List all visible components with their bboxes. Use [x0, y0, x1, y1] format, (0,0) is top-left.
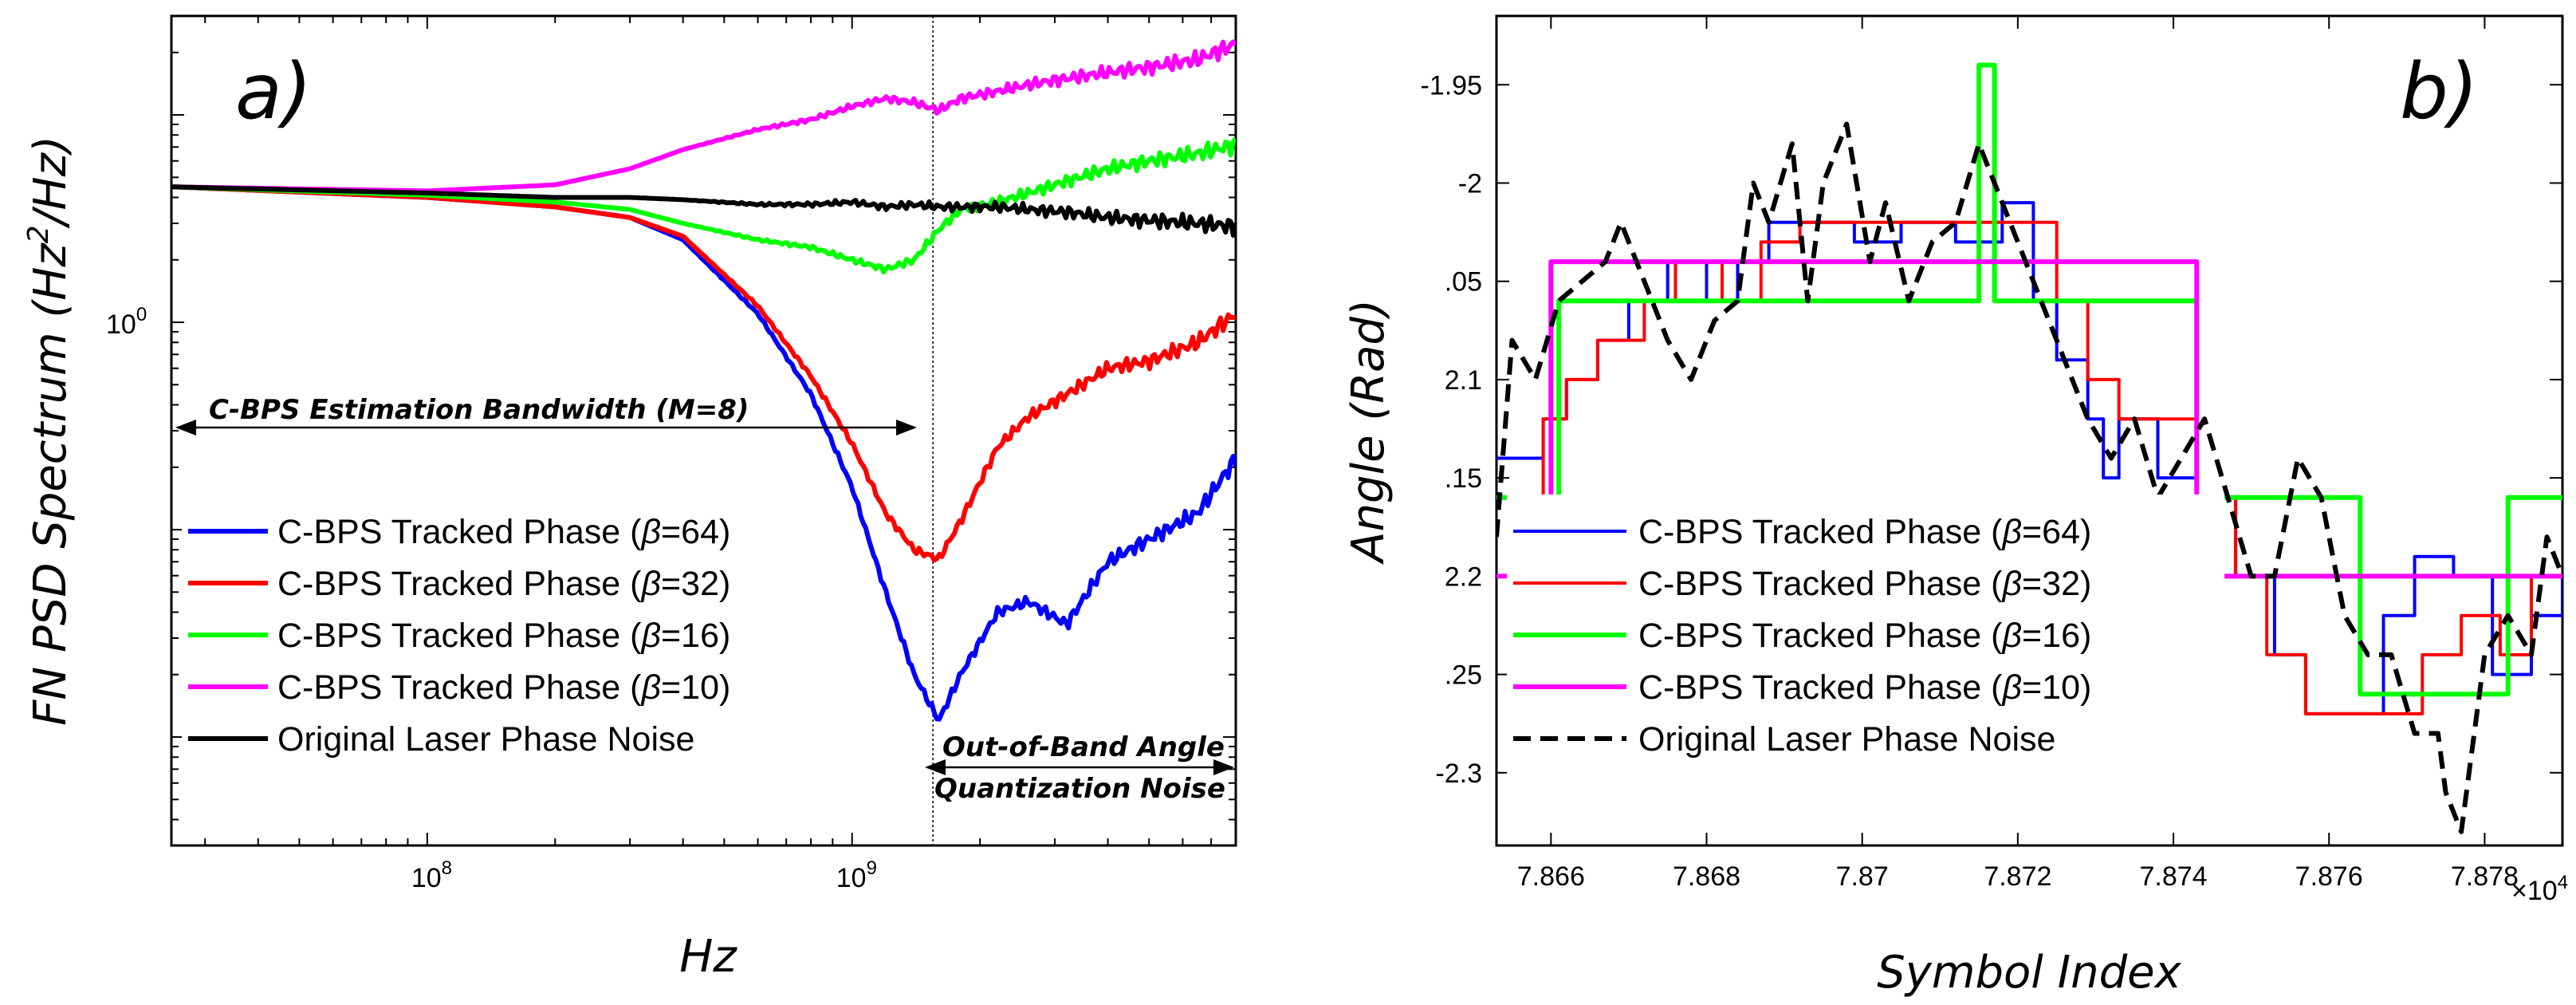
chart-b-y-tick-label: -2.3: [1435, 759, 1482, 789]
chart-b-legend-label: C-BPS Tracked Phase (β=32): [1638, 565, 2091, 603]
chart-b-x-tick-label: 7.87: [1836, 861, 1889, 892]
panel-a-label: a): [235, 47, 312, 136]
bandwidth-label: C-BPS Estimation Bandwidth (M=8): [209, 394, 749, 426]
chart-b-legend-name: C-BPS Tracked Phase (: [1638, 513, 2003, 551]
chart-b-y-tick-label: -2: [1458, 168, 1482, 199]
chart-a-legend-box: [182, 495, 820, 776]
chart-a-series: [171, 39, 1236, 722]
chart-a-legend-param: =64): [661, 513, 730, 551]
chart-b-legend-name: C-BPS Tracked Phase (: [1638, 668, 2003, 707]
chart-b-legend-label: C-BPS Tracked Phase (β=64): [1638, 513, 2091, 551]
chart-a-legend-beta: β: [639, 617, 661, 655]
chart-a-legend-label: C-BPS Tracked Phase (β=64): [277, 513, 730, 551]
chart-a-y-label-tail: /Hz): [25, 136, 77, 229]
chart-b-series-line: [1496, 121, 2562, 834]
chart-b-legend-name: Original Laser Phase Noise: [1638, 720, 2055, 759]
chart-b-legend-name: C-BPS Tracked Phase (: [1638, 617, 2003, 655]
chart-b-x-tick-label: 7.874: [2139, 861, 2207, 892]
chart-a-legend-beta: β: [639, 668, 661, 707]
oob-label-line2: Quantization Noise: [934, 773, 1225, 805]
chart-b-x-multiplier-exp: 4: [2558, 872, 2568, 893]
chart-b-y-tick-label: -1.95: [1421, 70, 1483, 100]
chart-a-y-tick-label: 100: [106, 304, 147, 340]
chart-b-legend: C-BPS Tracked Phase (β=64)C-BPS Tracked …: [1507, 495, 2224, 776]
chart-a-legend-label: C-BPS Tracked Phase (β=10): [277, 668, 730, 707]
chart-b-x-tick-label: 7.868: [1673, 861, 1740, 892]
chart-b-tick-labels: 7.866 7.868 7.87 7.872 7.874 7.876 7.878 -1.95 -…: [1421, 70, 2519, 892]
chart-a-ticks: [171, 15, 1237, 846]
chart-b-legend-param: =16): [2022, 617, 2091, 655]
oob-arrow-left-head: [925, 759, 946, 775]
chart-a-legend-name: Original Laser Phase Noise: [277, 720, 694, 759]
oob-annotation: Out-of-Band Angle Quantization Noise: [925, 731, 1234, 805]
chart-b-legend-beta: β: [2000, 513, 2022, 551]
chart-a-y-tick-exp: 0: [136, 304, 147, 325]
chart-b-x-multiplier: ×104: [2511, 872, 2568, 906]
chart-b-y-tick-label: .25: [1445, 660, 1482, 691]
chart-a-y-tick-base: 10: [106, 309, 136, 340]
chart-a-legend-label: Original Laser Phase Noise: [277, 720, 694, 759]
chart-a-legend-param: =32): [661, 565, 730, 603]
chart-a-y-label: FN PSD Spectrum (Hz2/Hz): [22, 136, 77, 726]
chart-b-x-tick-label: 7.872: [1984, 861, 2051, 892]
chart-b-x-tick-label: 7.878: [2451, 861, 2519, 892]
chart-a-legend-param: =16): [661, 617, 730, 655]
chart-a-legend-beta: β: [639, 565, 661, 603]
chart-a-legend-param: =10): [661, 668, 730, 707]
chart-a-legend-name: C-BPS Tracked Phase (: [277, 617, 642, 655]
chart-a-x-tick-exp: 9: [867, 857, 877, 879]
oob-arrow-right-head: [1213, 759, 1234, 775]
chart-a-legend: C-BPS Tracked Phase (β=64)C-BPS Tracked …: [182, 495, 820, 776]
chart-b-legend-param: =10): [2022, 668, 2091, 707]
chart-b-y-tick-label: .05: [1445, 267, 1482, 298]
chart-b-series-line: [1496, 62, 2562, 697]
chart-b-y-label: Angle (Rad): [1343, 299, 1394, 565]
panel-b-label: b): [2400, 47, 2478, 136]
chart-a-legend-beta: β: [639, 513, 661, 551]
chart-b-legend-name: C-BPS Tracked Phase (: [1638, 565, 2003, 603]
bandwidth-arrow-left-head: [175, 420, 196, 436]
chart-a-x-tick-label: 108: [411, 857, 452, 893]
chart-a-x-tick-base: 10: [836, 863, 867, 893]
chart-b-legend-label: C-BPS Tracked Phase (β=10): [1638, 668, 2091, 707]
chart-b-x-tick-label: 7.866: [1517, 861, 1585, 892]
chart-b: 7.866 7.868 7.87 7.872 7.874 7.876 7.878 -1.95 -…: [1343, 14, 2568, 999]
chart-a-legend-label: C-BPS Tracked Phase (β=32): [277, 565, 730, 603]
chart-b-x-multiplier-base: ×10: [2511, 876, 2558, 906]
chart-a-x-label: Hz: [679, 931, 737, 983]
chart-a-legend-name: C-BPS Tracked Phase (: [277, 668, 642, 707]
chart-b-legend-label: Original Laser Phase Noise: [1638, 720, 2055, 759]
chart-a-series-line: [171, 184, 1236, 238]
chart-b-legend-beta: β: [2000, 668, 2022, 707]
chart-b-legend-label: C-BPS Tracked Phase (β=16): [1638, 617, 2091, 655]
chart-a-x-tick-label: 109: [836, 857, 877, 893]
chart-b-legend-param: =32): [2022, 565, 2091, 603]
chart-b-legend-beta: β: [2000, 565, 2022, 603]
chart-b-y-tick-label: .15: [1445, 463, 1482, 494]
chart-b-x-tick-label: 7.876: [2295, 861, 2363, 892]
chart-b-legend-beta: β: [2000, 617, 2022, 655]
chart-a-x-tick-base: 10: [411, 863, 442, 893]
chart-b-y-tick-label: 2.2: [1445, 562, 1482, 592]
chart-b-series: [1496, 62, 2562, 834]
chart-b-series-line: [1496, 201, 2562, 715]
chart-a-legend-name: C-BPS Tracked Phase (: [277, 513, 642, 551]
oob-label-line1: Out-of-Band Angle: [942, 731, 1225, 763]
chart-a-y-label-main: FN PSD Spectrum (Hz: [25, 242, 77, 726]
bandwidth-annotation: C-BPS Estimation Bandwidth (M=8): [175, 394, 917, 436]
chart-b-y-tick-label: 2.1: [1445, 365, 1482, 396]
chart-a-x-tick-exp: 8: [442, 857, 452, 879]
chart-a-legend-name: C-BPS Tracked Phase (: [277, 565, 642, 603]
chart-b-legend-param: =64): [2022, 513, 2091, 551]
chart-b-x-label: Symbol Index: [1877, 947, 2181, 999]
chart-a-legend-label: C-BPS Tracked Phase (β=16): [277, 617, 730, 655]
bandwidth-arrow-right-head: [896, 420, 917, 436]
chart-a-y-label-sup: 2: [22, 225, 55, 243]
